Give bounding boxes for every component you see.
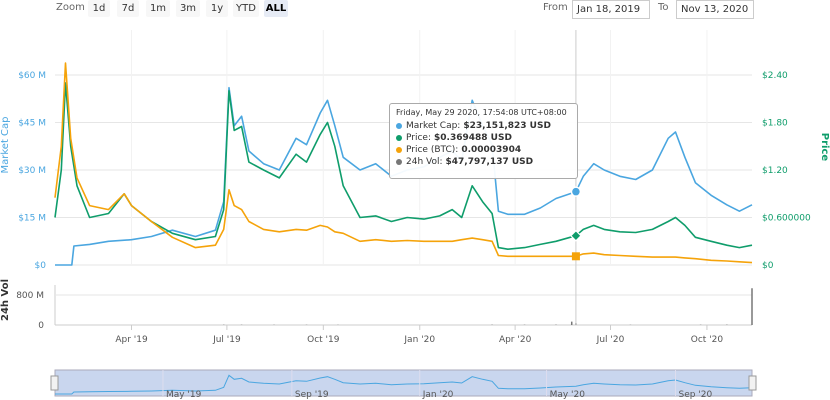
price-marker [570, 229, 582, 242]
to-date-input[interactable]: Nov 13, 2020 [676, 0, 754, 19]
tooltip-value: $0.369488 USD [434, 133, 512, 143]
tooltip-row-price: Price: $0.369488 USD [396, 132, 571, 144]
right-axis-tick-label: $0 [762, 261, 774, 271]
tooltip-label: Market Cap: [406, 121, 461, 131]
x-axis-tick-label: Oct '20 [691, 335, 724, 345]
tooltip-value: $23,151,823 USD [463, 121, 551, 131]
navigator-right-handle[interactable] [748, 375, 757, 391]
series-line-price-btc [54, 62, 753, 264]
left-axis-title: Market Cap [0, 116, 11, 173]
x-axis-tick-label: Apr '20 [499, 335, 532, 345]
range-button-1m[interactable]: 1m [146, 0, 170, 17]
navigator-tick-label: May '20 [550, 390, 586, 400]
right-axis-tick-label: $2.40 [762, 71, 788, 81]
to-label: To [658, 2, 669, 13]
navigator-left-handle[interactable] [50, 375, 59, 391]
navigator-tick-label: May '19 [166, 390, 202, 400]
x-axis-tick-label: Oct '19 [307, 335, 340, 345]
navigator-tick-label: Jan '20 [422, 390, 454, 400]
market-cap-dot-icon [396, 123, 402, 129]
price-dot-icon [396, 135, 402, 141]
tooltip-label: Price (BTC): [406, 145, 459, 155]
left-axis-tick-label: $45 M [18, 119, 46, 129]
volume-tick-label: 800 M [16, 291, 44, 301]
right-axis-tick-label: $1.20 [762, 166, 788, 176]
tooltip-value: $47,797,137 USD [445, 157, 534, 167]
left-axis-tick-label: $0 [35, 261, 47, 271]
range-button-7d[interactable]: 7d [117, 0, 139, 17]
series-line-price [54, 82, 753, 250]
x-axis-tick-label: Jan '20 [403, 335, 435, 345]
navigator-tick-label: Sep '20 [678, 390, 712, 400]
from-label: From [543, 2, 568, 13]
right-axis-tick-label: $1.80 [762, 119, 788, 129]
tooltip-date: Friday, May 29 2020, 17:54:08 UTC+08:00 [396, 108, 567, 117]
left-axis-tick-label: $30 M [18, 166, 46, 176]
range-button-1y[interactable]: 1y [206, 0, 228, 17]
volume-dot-icon [396, 159, 402, 165]
navigator-tick-label: Sep '19 [295, 390, 329, 400]
price-btc-marker [571, 252, 580, 261]
navigator-series-line [55, 374, 753, 395]
x-axis-tick-label: Jul '20 [596, 335, 625, 345]
x-axis-tick-label: Jul '19 [212, 335, 241, 345]
volume-axis-title: 24h Vol [0, 279, 11, 321]
zoom-label: Zoom [56, 2, 85, 13]
tooltip-label: 24h Vol: [406, 157, 443, 167]
volume-tick-label: 0 [38, 321, 44, 331]
tooltip-label: Price: [406, 133, 431, 143]
x-axis-tick-label: Apr '19 [115, 335, 148, 345]
tooltip-row-market-cap: Market Cap: $23,151,823 USD [396, 120, 571, 132]
market-cap-marker [570, 186, 582, 197]
right-axis-tick-label: $0.600000 [762, 214, 811, 224]
range-button-3m[interactable]: 3m [176, 0, 200, 17]
range-button-ytd[interactable]: YTD [233, 0, 259, 17]
tooltip-row-price-btc: Price (BTC): 0.00003904 [396, 144, 571, 156]
range-button-all[interactable]: ALL [264, 0, 288, 17]
tooltip-row-volume: 24h Vol: $47,797,137 USD [396, 156, 571, 168]
price-btc-dot-icon [396, 147, 402, 153]
chart-tooltip: Friday, May 29 2020, 17:54:08 UTC+08:00 … [389, 103, 578, 179]
left-axis-tick-label: $15 M [18, 214, 46, 224]
range-button-1d[interactable]: 1d [88, 0, 110, 17]
right-axis-title: Price [819, 133, 830, 162]
from-date-input[interactable]: Jan 18, 2019 [572, 0, 650, 19]
left-axis-tick-label: $60 M [18, 71, 46, 81]
navigator-window [54, 369, 753, 397]
tooltip-value: 0.00003904 [461, 145, 522, 155]
